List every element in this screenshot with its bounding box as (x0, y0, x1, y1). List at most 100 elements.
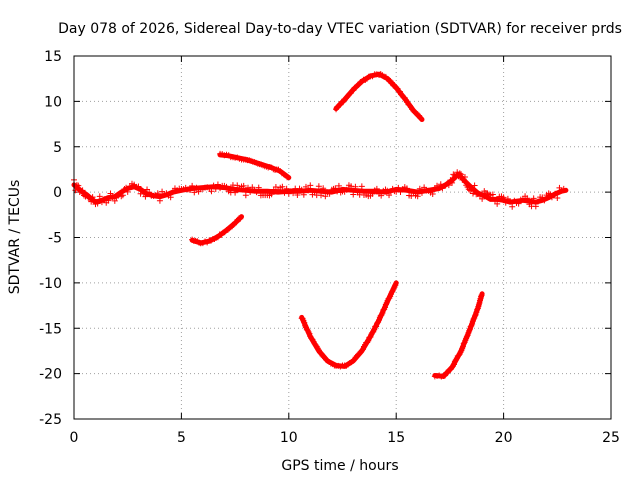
data-point (91, 196, 98, 203)
data-point (78, 188, 85, 195)
data-point (234, 216, 241, 223)
data-point (450, 171, 457, 178)
data-point (539, 194, 546, 201)
data-point (281, 189, 288, 196)
series-3 (189, 214, 245, 247)
data-point (395, 184, 402, 191)
data-point (105, 197, 112, 204)
data-point (403, 185, 410, 192)
data-point (384, 187, 391, 194)
y-tick-label: 15 (44, 49, 62, 65)
data-point (142, 193, 149, 200)
data-point (343, 186, 350, 193)
data-point (358, 183, 365, 190)
data-point (290, 190, 297, 197)
x-tick-label: 10 (280, 430, 298, 446)
data-point (337, 101, 344, 108)
data-point (530, 195, 537, 202)
data-points (71, 71, 569, 380)
data-point (374, 320, 381, 327)
data-point (75, 182, 82, 189)
data-point (414, 111, 421, 118)
data-point (502, 199, 509, 206)
data-point (469, 320, 476, 327)
data-point (98, 199, 105, 206)
data-point (446, 367, 453, 374)
data-point (214, 181, 221, 188)
data-point (365, 337, 372, 344)
data-point (524, 195, 531, 202)
y-tick-label: -5 (48, 231, 62, 247)
x-tick-label: 15 (387, 430, 405, 446)
data-point (467, 187, 474, 194)
data-point (279, 183, 286, 190)
data-point (456, 170, 463, 177)
data-point (450, 361, 457, 368)
data-point (463, 333, 470, 340)
data-point (85, 194, 92, 201)
data-point (72, 187, 79, 194)
y-tick-label: 0 (53, 185, 62, 201)
data-point (451, 358, 458, 365)
data-point (335, 182, 342, 189)
data-point (386, 192, 393, 199)
data-point (240, 182, 247, 189)
data-point (441, 372, 448, 379)
data-point (489, 191, 496, 198)
data-point (334, 188, 341, 195)
data-point (449, 179, 456, 186)
data-point (379, 309, 386, 316)
data-point (333, 106, 340, 113)
data-point (305, 187, 312, 194)
data-point (367, 333, 374, 340)
y-tick-label: -25 (39, 412, 62, 428)
data-point (315, 183, 322, 190)
y-tick-label: -15 (39, 321, 62, 337)
data-point (470, 316, 477, 323)
data-point (111, 197, 118, 204)
data-point (302, 183, 309, 190)
data-point (311, 189, 318, 196)
axis-ticks: 0 5 10 15 20 25 -25 -20 -15 -10 -5 0 5 10 15 (39, 49, 620, 446)
data-point (469, 190, 476, 197)
data-point (359, 346, 366, 353)
series-track (432, 291, 485, 379)
data-point (468, 186, 475, 193)
data-point (317, 349, 324, 356)
data-point (471, 182, 478, 189)
chart-title: Day 078 of 2026, Sidereal Day-to-day VTE… (58, 21, 622, 37)
data-point (237, 215, 244, 222)
data-point (94, 200, 101, 207)
data-point (350, 87, 357, 94)
data-point (229, 223, 236, 230)
data-point (268, 191, 275, 198)
data-point (376, 316, 383, 323)
data-point (301, 319, 308, 326)
data-point (156, 197, 163, 204)
data-point (532, 203, 539, 210)
y-tick-label: 10 (44, 94, 62, 110)
data-point (186, 186, 193, 193)
data-point (476, 299, 483, 306)
data-point (390, 82, 397, 89)
data-point (382, 304, 389, 311)
data-point (167, 194, 174, 201)
data-point (312, 341, 319, 348)
data-point (350, 191, 357, 198)
data-point (454, 169, 461, 176)
series-1 (217, 150, 292, 181)
data-point (378, 192, 385, 199)
series-track (299, 280, 399, 369)
x-tick-label: 0 (70, 430, 79, 446)
data-point (474, 306, 481, 313)
x-tick-label: 20 (495, 430, 513, 446)
data-point (253, 189, 260, 196)
data-point (393, 84, 400, 91)
data-point (189, 182, 196, 189)
data-point (552, 190, 559, 197)
data-point (396, 88, 403, 95)
data-point (146, 189, 153, 196)
data-point (320, 185, 327, 192)
data-point (458, 171, 465, 178)
